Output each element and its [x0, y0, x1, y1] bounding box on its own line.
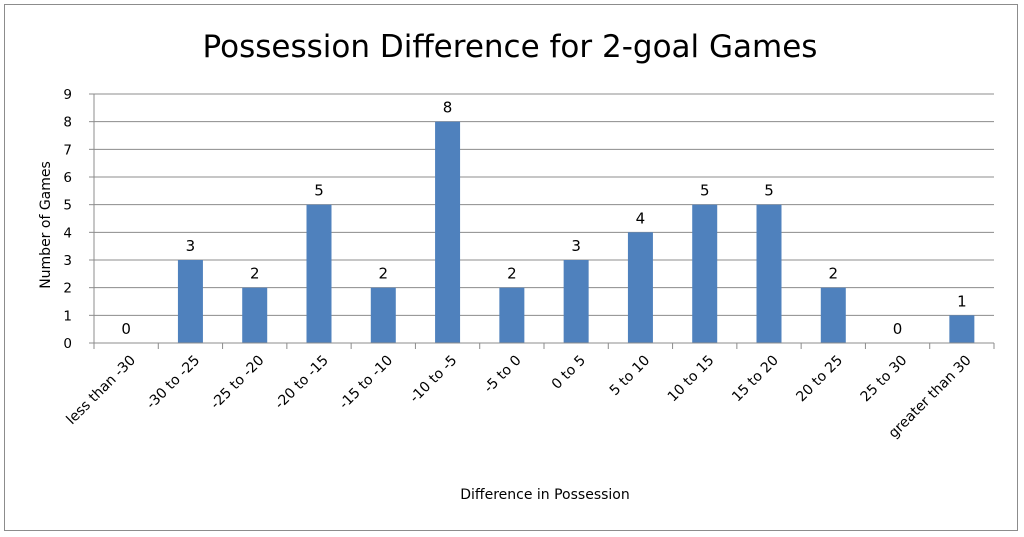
bar-11	[820, 287, 846, 343]
x-axis-title: Difference in Possession	[460, 487, 629, 503]
x-tick-label: 15 to 20	[729, 353, 782, 406]
data-label: 4	[636, 209, 646, 227]
y-axis-title: Number of Games	[38, 161, 54, 289]
bar-5	[435, 121, 461, 344]
bar-7	[563, 260, 589, 343]
y-tick-label: 1	[63, 308, 72, 324]
x-tick-label: -20 to -15	[272, 353, 332, 413]
bar-4	[370, 287, 396, 343]
data-label: 5	[764, 182, 774, 200]
x-tick-label: less than -30	[64, 353, 139, 428]
y-tick-label: 6	[63, 170, 72, 186]
chart-frame	[4, 4, 1018, 531]
bar-8	[627, 232, 653, 343]
data-label: 0	[121, 320, 131, 338]
gridlines	[94, 93, 994, 316]
y-tick-label: 8	[63, 115, 72, 131]
bar-10	[756, 204, 782, 343]
x-tick-labels: less than -30 -30 to -25 -25 to -20 -20 to …	[64, 353, 975, 442]
data-label: 3	[571, 237, 581, 255]
y-tick-label: 0	[63, 336, 72, 352]
x-tick-label: 5 to 10	[607, 353, 653, 399]
data-label: 0	[893, 320, 903, 338]
y-tick-label: 7	[63, 142, 72, 158]
x-tick-label: 25 to 30	[858, 353, 911, 406]
chart-title: Possession Difference for 2-goal Games	[203, 29, 818, 65]
x-tick-label: -10 to -5	[407, 353, 461, 407]
data-label: 3	[186, 237, 196, 255]
y-tick-label: 2	[63, 281, 72, 297]
x-tick-label: -5 to 0	[481, 353, 525, 397]
x-tick-label: -15 to -10	[336, 353, 396, 413]
data-label: 2	[507, 265, 517, 283]
bars	[177, 121, 975, 344]
bar-9	[692, 204, 718, 343]
x-tick-label: 0 to 5	[549, 353, 589, 393]
x-tick-label: 10 to 15	[665, 353, 718, 406]
data-label: 8	[443, 99, 453, 117]
data-label: 5	[314, 182, 324, 200]
bar-1	[177, 260, 203, 343]
y-tick-label: 9	[63, 87, 72, 103]
bar-3	[306, 204, 332, 343]
data-label: 2	[250, 265, 260, 283]
data-label: 2	[379, 265, 389, 283]
bar-6	[499, 287, 525, 343]
x-tick-label: -30 to -25	[143, 353, 203, 413]
data-labels: 0 3 2 5 2 8 2 3 4 5 5 2 0 1	[121, 99, 966, 338]
bar-2	[242, 287, 268, 343]
y-tick-label: 4	[63, 225, 72, 241]
y-tick-labels: 0 1 2 3 4 5 6 7 8 9	[63, 87, 94, 352]
axes	[93, 94, 995, 349]
data-label: 2	[829, 265, 839, 283]
y-tick-label: 5	[63, 198, 72, 214]
data-label: 5	[700, 182, 710, 200]
y-tick-label: 3	[63, 253, 72, 269]
bar-13	[949, 315, 975, 343]
x-tick-label: 20 to 25	[793, 353, 846, 406]
data-label: 1	[957, 292, 967, 310]
x-tick-label: -25 to -20	[208, 353, 268, 413]
